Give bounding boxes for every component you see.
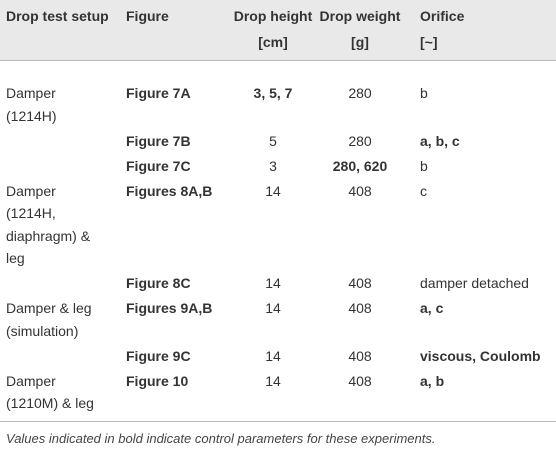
table-cell: Damper — [6, 85, 56, 101]
table-cell: (1210M) & leg — [6, 395, 94, 411]
table-cell: 408 — [348, 275, 372, 291]
header-cell: [g] — [351, 34, 369, 50]
table-cell: 280 — [348, 85, 372, 101]
table-cell: b — [420, 157, 428, 174]
table-cell: 5 — [269, 132, 277, 149]
table-cell: 408 — [348, 182, 372, 199]
table-cell: Figure 7B — [126, 132, 191, 149]
table-cell: damper detached — [420, 275, 529, 291]
table-cell: 14 — [265, 182, 281, 199]
header-cell: Drop weight — [319, 8, 401, 24]
table-cell: diaphragm) & — [6, 227, 91, 244]
table-cell: a, b, c — [420, 132, 460, 149]
table-cell: Figure 10 — [126, 372, 189, 389]
footnote: Values indicated in bold indicate contro… — [6, 431, 436, 446]
header-background — [0, 0, 556, 60]
header-cell: [~] — [420, 34, 438, 50]
table-cell: viscous, Coulomb — [420, 347, 541, 364]
table-cell: Figure 7A — [126, 85, 191, 101]
table-cell: c — [420, 182, 427, 199]
table-cell: 3, 5, 7 — [253, 85, 293, 101]
table-cell: Figures 9A,B — [126, 300, 213, 316]
table-cell: 408 — [348, 372, 372, 389]
header-cell: Orifice — [420, 8, 465, 24]
table-cell: 408 — [348, 347, 372, 364]
table-cell: Damper — [6, 372, 56, 389]
table-cell: 14 — [265, 372, 281, 389]
table-cell: b — [420, 85, 428, 101]
table-cell: a, c — [420, 300, 444, 316]
table-cell: Figure 7C — [126, 157, 191, 174]
table-cell: Figures 8A,B — [126, 182, 213, 199]
table-cell: (1214H, — [6, 205, 56, 221]
bottom-rule — [0, 421, 556, 422]
table-cell: 14 — [265, 275, 281, 291]
header-cell: Drop test setup — [6, 8, 109, 24]
table-cell: a, b — [420, 372, 445, 389]
table-cell: 14 — [265, 300, 281, 316]
table-cell: 3 — [269, 157, 277, 174]
table-cell: Figure 9C — [126, 347, 191, 364]
header-rule — [0, 60, 556, 61]
table-cell: 280 — [348, 132, 372, 149]
table-cell: Damper — [6, 182, 56, 199]
table-cell: 408 — [348, 300, 372, 316]
table-cell: Figure 8C — [126, 275, 191, 291]
table-cell: 280, 620 — [332, 157, 388, 174]
header-cell: Drop height — [233, 8, 313, 24]
header-cell: Figure — [126, 8, 169, 24]
table-cell: Damper & leg — [6, 300, 92, 316]
table-cell: 14 — [265, 347, 281, 364]
header-cell: [cm] — [258, 34, 288, 50]
table-cell: (1214H) — [6, 107, 57, 124]
table-cell: (simulation) — [6, 322, 79, 339]
table-cell: leg — [6, 250, 25, 266]
